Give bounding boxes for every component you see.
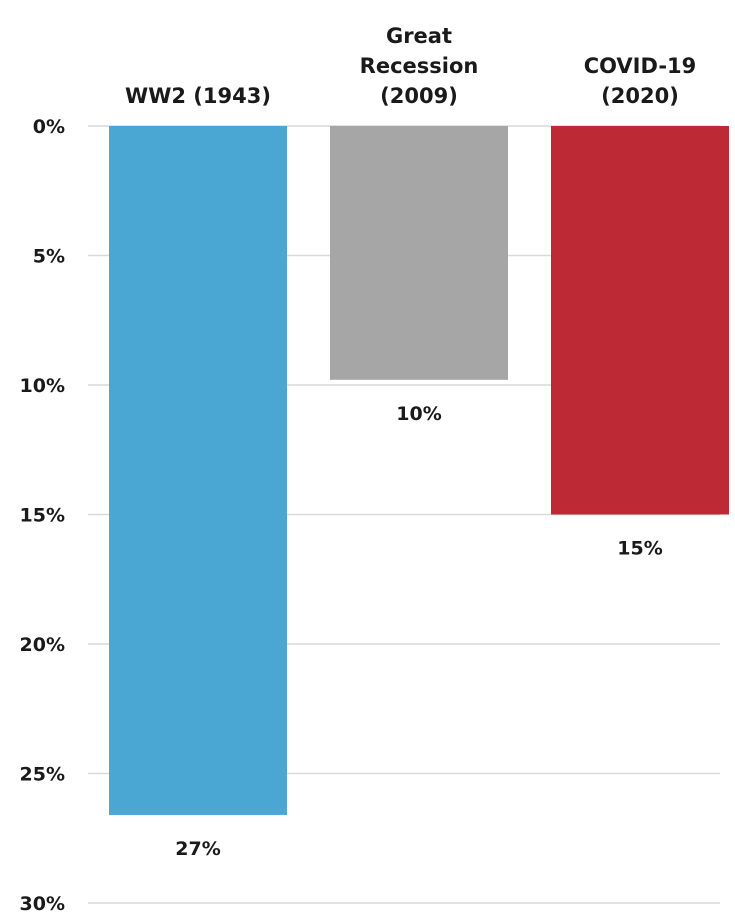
y-tick-label: 5%	[33, 246, 65, 268]
category-label: Great	[386, 24, 452, 48]
category-label: Recession	[360, 54, 479, 78]
category-label: (2020)	[601, 84, 679, 108]
category-label: COVID-19	[584, 54, 697, 78]
y-tick-label: 20%	[20, 634, 65, 656]
category-labels: WW2 (1943) Great Recession (2009) COVID-19 (2…	[125, 24, 696, 108]
y-tick-label: 30%	[20, 893, 65, 915]
y-tick-label: 15%	[20, 505, 65, 527]
category-label: (2009)	[380, 84, 458, 108]
y-tick-label: 25%	[20, 764, 65, 786]
y-tick-label: 10%	[20, 375, 65, 397]
bar	[551, 126, 729, 515]
bar	[330, 126, 508, 380]
category-label: WW2 (1943)	[125, 84, 271, 108]
data-label: 15%	[617, 538, 662, 560]
y-tick-label: 0%	[33, 116, 65, 138]
bar	[109, 126, 287, 815]
data-label: 27%	[175, 838, 220, 860]
y-axis-ticks: 0% 5% 10% 15% 20% 25% 30%	[20, 116, 65, 915]
bars	[109, 126, 729, 815]
data-labels: 27% 10% 15%	[175, 403, 662, 860]
data-label: 10%	[396, 403, 441, 425]
